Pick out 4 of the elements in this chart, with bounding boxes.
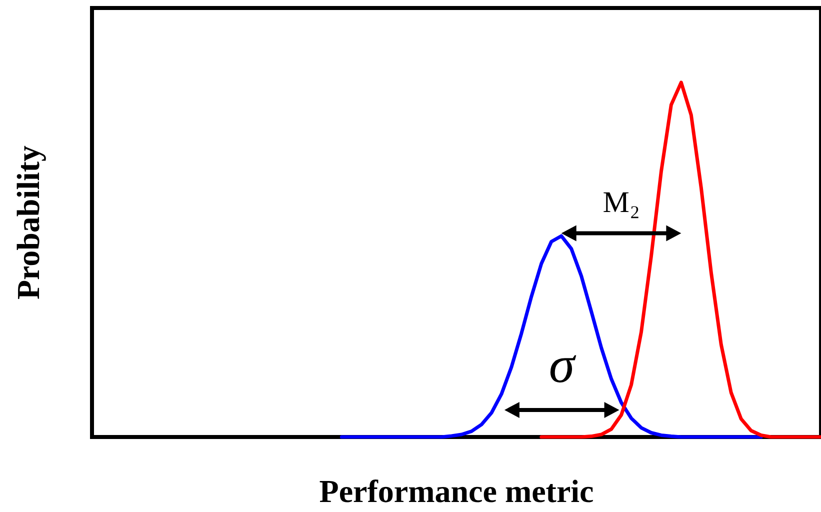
y-axis-title: Probability (10, 145, 46, 300)
annotation: M₂ (602, 186, 640, 220)
annotation: σ (548, 336, 574, 394)
x-axis-title: Performance metric (319, 473, 594, 509)
